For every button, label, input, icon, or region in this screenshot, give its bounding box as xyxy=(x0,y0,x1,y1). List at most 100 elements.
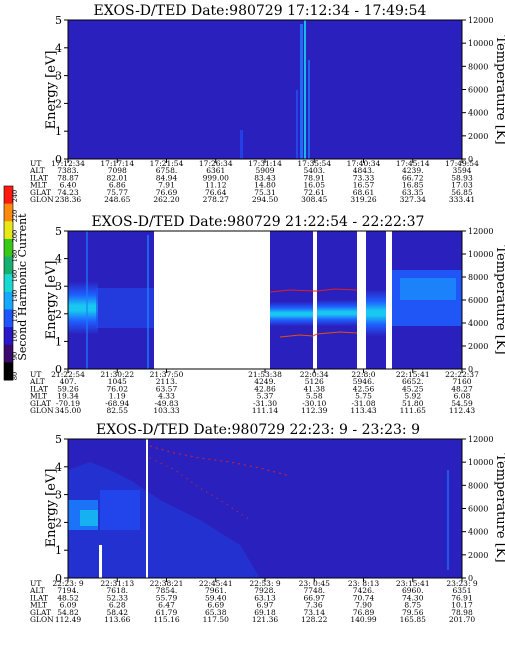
orbit-cell: 17:12:34 xyxy=(51,159,85,168)
orbit-cell: -49.83 xyxy=(154,399,178,408)
orbit-cell: 4249. xyxy=(254,377,275,386)
orbit-row-label: ILAT xyxy=(30,173,48,182)
orbit-cell: 84.94 xyxy=(156,173,178,182)
orbit-cell: 117.50 xyxy=(203,615,229,624)
orbit-cell: 6361 xyxy=(206,166,225,175)
energy-tick-label: 1 xyxy=(55,125,62,138)
colorbar: 80 90 100 120 140 160 180 200 220 240 Second Harm… xyxy=(3,185,29,381)
orbit-cell: 17:45:14 xyxy=(396,159,430,168)
orbit-row-label: ALT xyxy=(29,586,45,595)
colorbar-label: Second Harmonic Current xyxy=(16,213,29,361)
orbit-cell: 128.22 xyxy=(301,615,327,624)
orbit-cell: 115.16 xyxy=(153,615,179,624)
temperature-tick-label: 8000 xyxy=(468,62,488,71)
orbit-cell: 5.92 xyxy=(404,392,421,401)
panel-2-temperature-trace xyxy=(269,288,358,293)
orbit-cell: 82.01 xyxy=(107,173,128,182)
panel-1-feature xyxy=(304,20,306,159)
orbit-cell: 345.00 xyxy=(55,406,81,415)
energy-tick-label: 5 xyxy=(55,433,62,446)
panel-3-ylabel-right: Temperature [K] xyxy=(493,453,505,562)
orbit-cell: 73.33 xyxy=(353,173,375,182)
orbit-cell: 7383. xyxy=(57,166,78,175)
orbit-row-label: GLAT xyxy=(30,399,51,408)
temperature-tick-label: 0 xyxy=(468,574,473,583)
orbit-cell: 56.85 xyxy=(451,188,473,197)
temperature-tick-label: 12000 xyxy=(468,16,493,25)
orbit-cell: 59.40 xyxy=(205,593,227,602)
orbit-row-label: UT xyxy=(30,579,41,588)
panel-2-feature xyxy=(86,231,88,369)
orbit-cell: 294.50 xyxy=(252,195,278,204)
energy-tick-label: 2 xyxy=(55,516,62,529)
panel-2: EXOS-D/TED Date:980729 21:22:54 - 22:22:… xyxy=(29,214,505,415)
orbit-row-label: MLT xyxy=(30,181,47,190)
orbit-cell: 278.27 xyxy=(203,195,229,204)
temperature-tick-label: 8000 xyxy=(468,481,488,490)
panel-1-right-axis: 0 2000 4000 6000 8000 10000 12000 xyxy=(462,16,493,164)
orbit-cell: 42.86 xyxy=(254,384,276,393)
orbit-cell: 112.49 xyxy=(55,615,81,624)
orbit-cell: 22:53: 9 xyxy=(249,579,281,588)
orbit-cell: 6960. xyxy=(402,586,423,595)
orbit-cell: 1045 xyxy=(108,377,127,386)
temperature-tick-label: 6000 xyxy=(468,86,488,95)
orbit-cell: 6758. xyxy=(156,166,177,175)
temperature-tick-label: 12000 xyxy=(468,435,493,444)
temperature-tick-label: 8000 xyxy=(468,273,488,282)
energy-tick-label: 1 xyxy=(55,544,62,557)
orbit-cell: 7.91 xyxy=(158,181,175,190)
orbit-cell: 111.65 xyxy=(400,406,426,415)
colorbar-tick-label: 100 xyxy=(11,330,19,342)
orbit-cell: 7194. xyxy=(57,586,78,595)
orbit-cell: 10.17 xyxy=(451,601,473,610)
temperature-tick-label: 10000 xyxy=(468,250,493,259)
colorbar-swatch xyxy=(4,256,13,275)
orbit-cell: 165.85 xyxy=(400,615,426,624)
orbit-cell: 5126 xyxy=(305,377,324,386)
orbit-cell: 21:53:38 xyxy=(248,370,282,379)
panel-2-feature xyxy=(147,235,149,369)
orbit-cell: 22:22:37 xyxy=(445,370,479,379)
orbit-cell: 63.13 xyxy=(254,593,276,602)
orbit-cell: 41.38 xyxy=(304,384,326,393)
orbit-cell: 7426. xyxy=(353,586,374,595)
colorbar-swatch xyxy=(4,203,13,222)
orbit-cell: 11.12 xyxy=(205,181,227,190)
orbit-cell: 6.08 xyxy=(454,392,471,401)
orbit-cell: 7961. xyxy=(205,586,226,595)
orbit-cell: 4239. xyxy=(402,166,423,175)
energy-tick-label: 5 xyxy=(55,14,62,27)
orbit-row-label: GLAT xyxy=(30,188,51,197)
energy-tick-label: 3 xyxy=(55,280,62,293)
orbit-cell: 76.69 xyxy=(156,188,178,197)
panel-2-ylabel: Energy [eV] xyxy=(44,261,59,340)
colorbar-tick-label: 160 xyxy=(11,270,19,282)
orbit-cell: 21:22:54 xyxy=(51,370,85,379)
energy-tick-label: 3 xyxy=(55,489,62,502)
panel-3-temperature-trace xyxy=(149,445,291,477)
panel-1-feature xyxy=(300,24,303,159)
orbit-cell: 23: 0:45 xyxy=(299,579,331,588)
orbit-row-label: UT xyxy=(30,159,41,168)
colorbar-tick-label: 200 xyxy=(11,230,19,242)
temperature-tick-label: 0 xyxy=(468,365,473,374)
orbit-cell: 21:37:50 xyxy=(150,370,184,379)
colorbar-tick-label: 120 xyxy=(11,310,19,322)
panel-1: EXOS-D/TED Date:980729 17:12:34 - 17:49:… xyxy=(29,3,505,204)
energy-tick-label: 0 xyxy=(55,153,62,166)
orbit-cell: 111.14 xyxy=(252,406,278,415)
orbit-cell: 83.43 xyxy=(254,173,276,182)
orbit-row-label: ILAT xyxy=(30,593,48,602)
colorbar-swatch xyxy=(4,327,13,346)
orbit-cell: 23: 8:13 xyxy=(348,579,380,588)
orbit-cell: -31.30 xyxy=(253,399,277,408)
orbit-cell: 17:40:34 xyxy=(347,159,381,168)
colorbar-tick-label: 220 xyxy=(11,210,19,222)
orbit-cell: 5.58 xyxy=(306,392,323,401)
temperature-tick-label: 2000 xyxy=(468,551,488,560)
temperature-tick-label: 2000 xyxy=(468,132,488,141)
colorbar-tick-label: 180 xyxy=(11,250,19,262)
orbit-cell: 76.64 xyxy=(205,188,227,197)
